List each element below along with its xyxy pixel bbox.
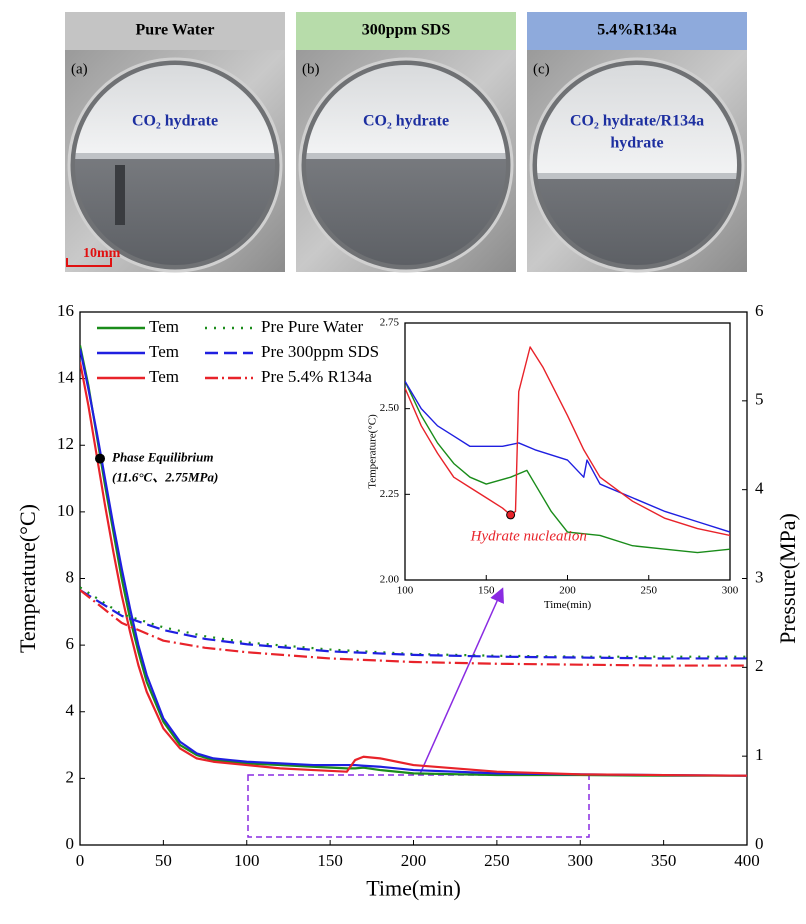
annotation-text: Hydrate nucleation bbox=[470, 528, 587, 544]
panel-header: 5.4%R134a bbox=[597, 22, 677, 39]
series-layer bbox=[80, 345, 747, 777]
header-bar bbox=[296, 12, 516, 50]
panel-header: Pure Water bbox=[136, 22, 215, 39]
y-tick-label: 10 bbox=[57, 501, 74, 520]
y2-tick-label: 3 bbox=[755, 567, 764, 586]
legend-label: Tem bbox=[149, 342, 179, 361]
series-line bbox=[80, 345, 747, 777]
y2-tick-label: 4 bbox=[755, 479, 764, 498]
x-tick-label: 400 bbox=[734, 851, 760, 870]
annotation-point bbox=[95, 453, 106, 464]
panel-letter: (a) bbox=[71, 61, 88, 77]
panel-label: CO₂ hydrate bbox=[363, 113, 449, 130]
y-tick-label: 0 bbox=[66, 834, 75, 853]
legend-label: Tem bbox=[149, 367, 179, 386]
series-line bbox=[405, 346, 730, 537]
y-tick-label: 4 bbox=[66, 701, 75, 720]
zoom-box bbox=[247, 774, 590, 838]
series-line bbox=[405, 380, 730, 554]
header-bar bbox=[65, 12, 285, 50]
series-line bbox=[405, 380, 730, 533]
panel-label: CO₂ hydrate bbox=[132, 113, 218, 130]
x-tick-label: 350 bbox=[651, 851, 677, 870]
scale-bar-label: 10mm bbox=[83, 246, 121, 261]
x-tick-label: 200 bbox=[559, 585, 576, 597]
y-tick-label: 2.25 bbox=[380, 488, 400, 500]
window bbox=[306, 65, 506, 265]
annotation-text: Phase Equilibrium bbox=[112, 450, 214, 465]
window bbox=[537, 65, 737, 265]
legend-label: Tem bbox=[149, 317, 179, 336]
window bbox=[75, 65, 275, 265]
x-tick-label: 250 bbox=[641, 585, 658, 597]
interface bbox=[306, 153, 506, 159]
series-line bbox=[80, 586, 747, 658]
panel-letter: (b) bbox=[302, 61, 320, 77]
inset-bg bbox=[405, 323, 730, 580]
header-bar bbox=[527, 12, 747, 50]
y-tick-label: 14 bbox=[57, 368, 75, 387]
y2-tick-label: 1 bbox=[755, 745, 764, 764]
series-line bbox=[80, 589, 747, 660]
legend-label: Pre 300ppm SDS bbox=[261, 342, 379, 361]
x-tick-label: 200 bbox=[401, 851, 427, 870]
rod bbox=[115, 165, 125, 225]
panel-label: CO₂ hydrate/R134a bbox=[570, 113, 704, 130]
annotation-point bbox=[506, 510, 516, 520]
annotation-text: (11.6°C、2.75MPa) bbox=[112, 470, 218, 485]
legend-label: Pre Pure Water bbox=[261, 317, 364, 336]
x-tick-label: 150 bbox=[317, 851, 343, 870]
x-tick-label: 100 bbox=[234, 851, 260, 870]
y2-tick-label: 5 bbox=[755, 390, 764, 409]
interface bbox=[75, 153, 275, 159]
x-tick-label: 300 bbox=[722, 585, 739, 597]
panel-header: 300ppm SDS bbox=[362, 22, 451, 39]
x-tick-label: 50 bbox=[155, 851, 172, 870]
y2-tick-label: 2 bbox=[755, 656, 764, 675]
y-axis-label: Temperature(°C) bbox=[367, 414, 379, 489]
x-tick-label: 250 bbox=[484, 851, 510, 870]
panel-letter: (c) bbox=[533, 61, 550, 77]
series-layer bbox=[405, 346, 730, 554]
scale-bar bbox=[66, 258, 112, 267]
legend-label: Pre 5.4% R134a bbox=[261, 367, 372, 386]
series-line bbox=[80, 361, 747, 777]
y2-axis-label: Pressure(MPa) bbox=[775, 513, 800, 644]
series-line bbox=[80, 348, 747, 777]
y-tick-label: 12 bbox=[57, 434, 74, 453]
y-tick-label: 2.50 bbox=[380, 402, 400, 414]
x-axis-label: Time(min) bbox=[544, 599, 592, 611]
x-tick-label: 0 bbox=[76, 851, 85, 870]
x-tick-label: 300 bbox=[568, 851, 594, 870]
x-tick-label: 100 bbox=[397, 585, 414, 597]
interface bbox=[537, 173, 737, 179]
zoom-arrow bbox=[419, 587, 504, 775]
x-tick-label: 150 bbox=[478, 585, 495, 597]
panel-label: hydrate bbox=[610, 135, 663, 152]
y-axis-label: Temperature(°C) bbox=[15, 504, 40, 653]
y-tick-label: 2.00 bbox=[380, 574, 400, 586]
y-tick-label: 16 bbox=[57, 301, 74, 320]
y-tick-label: 8 bbox=[66, 567, 75, 586]
y-tick-label: 6 bbox=[66, 634, 75, 653]
x-axis-label: Time(min) bbox=[366, 876, 461, 901]
y2-tick-label: 0 bbox=[755, 834, 764, 853]
y-tick-label: 2 bbox=[66, 767, 75, 786]
y-tick-label: 2.75 bbox=[380, 317, 400, 329]
y2-tick-label: 6 bbox=[755, 301, 764, 320]
